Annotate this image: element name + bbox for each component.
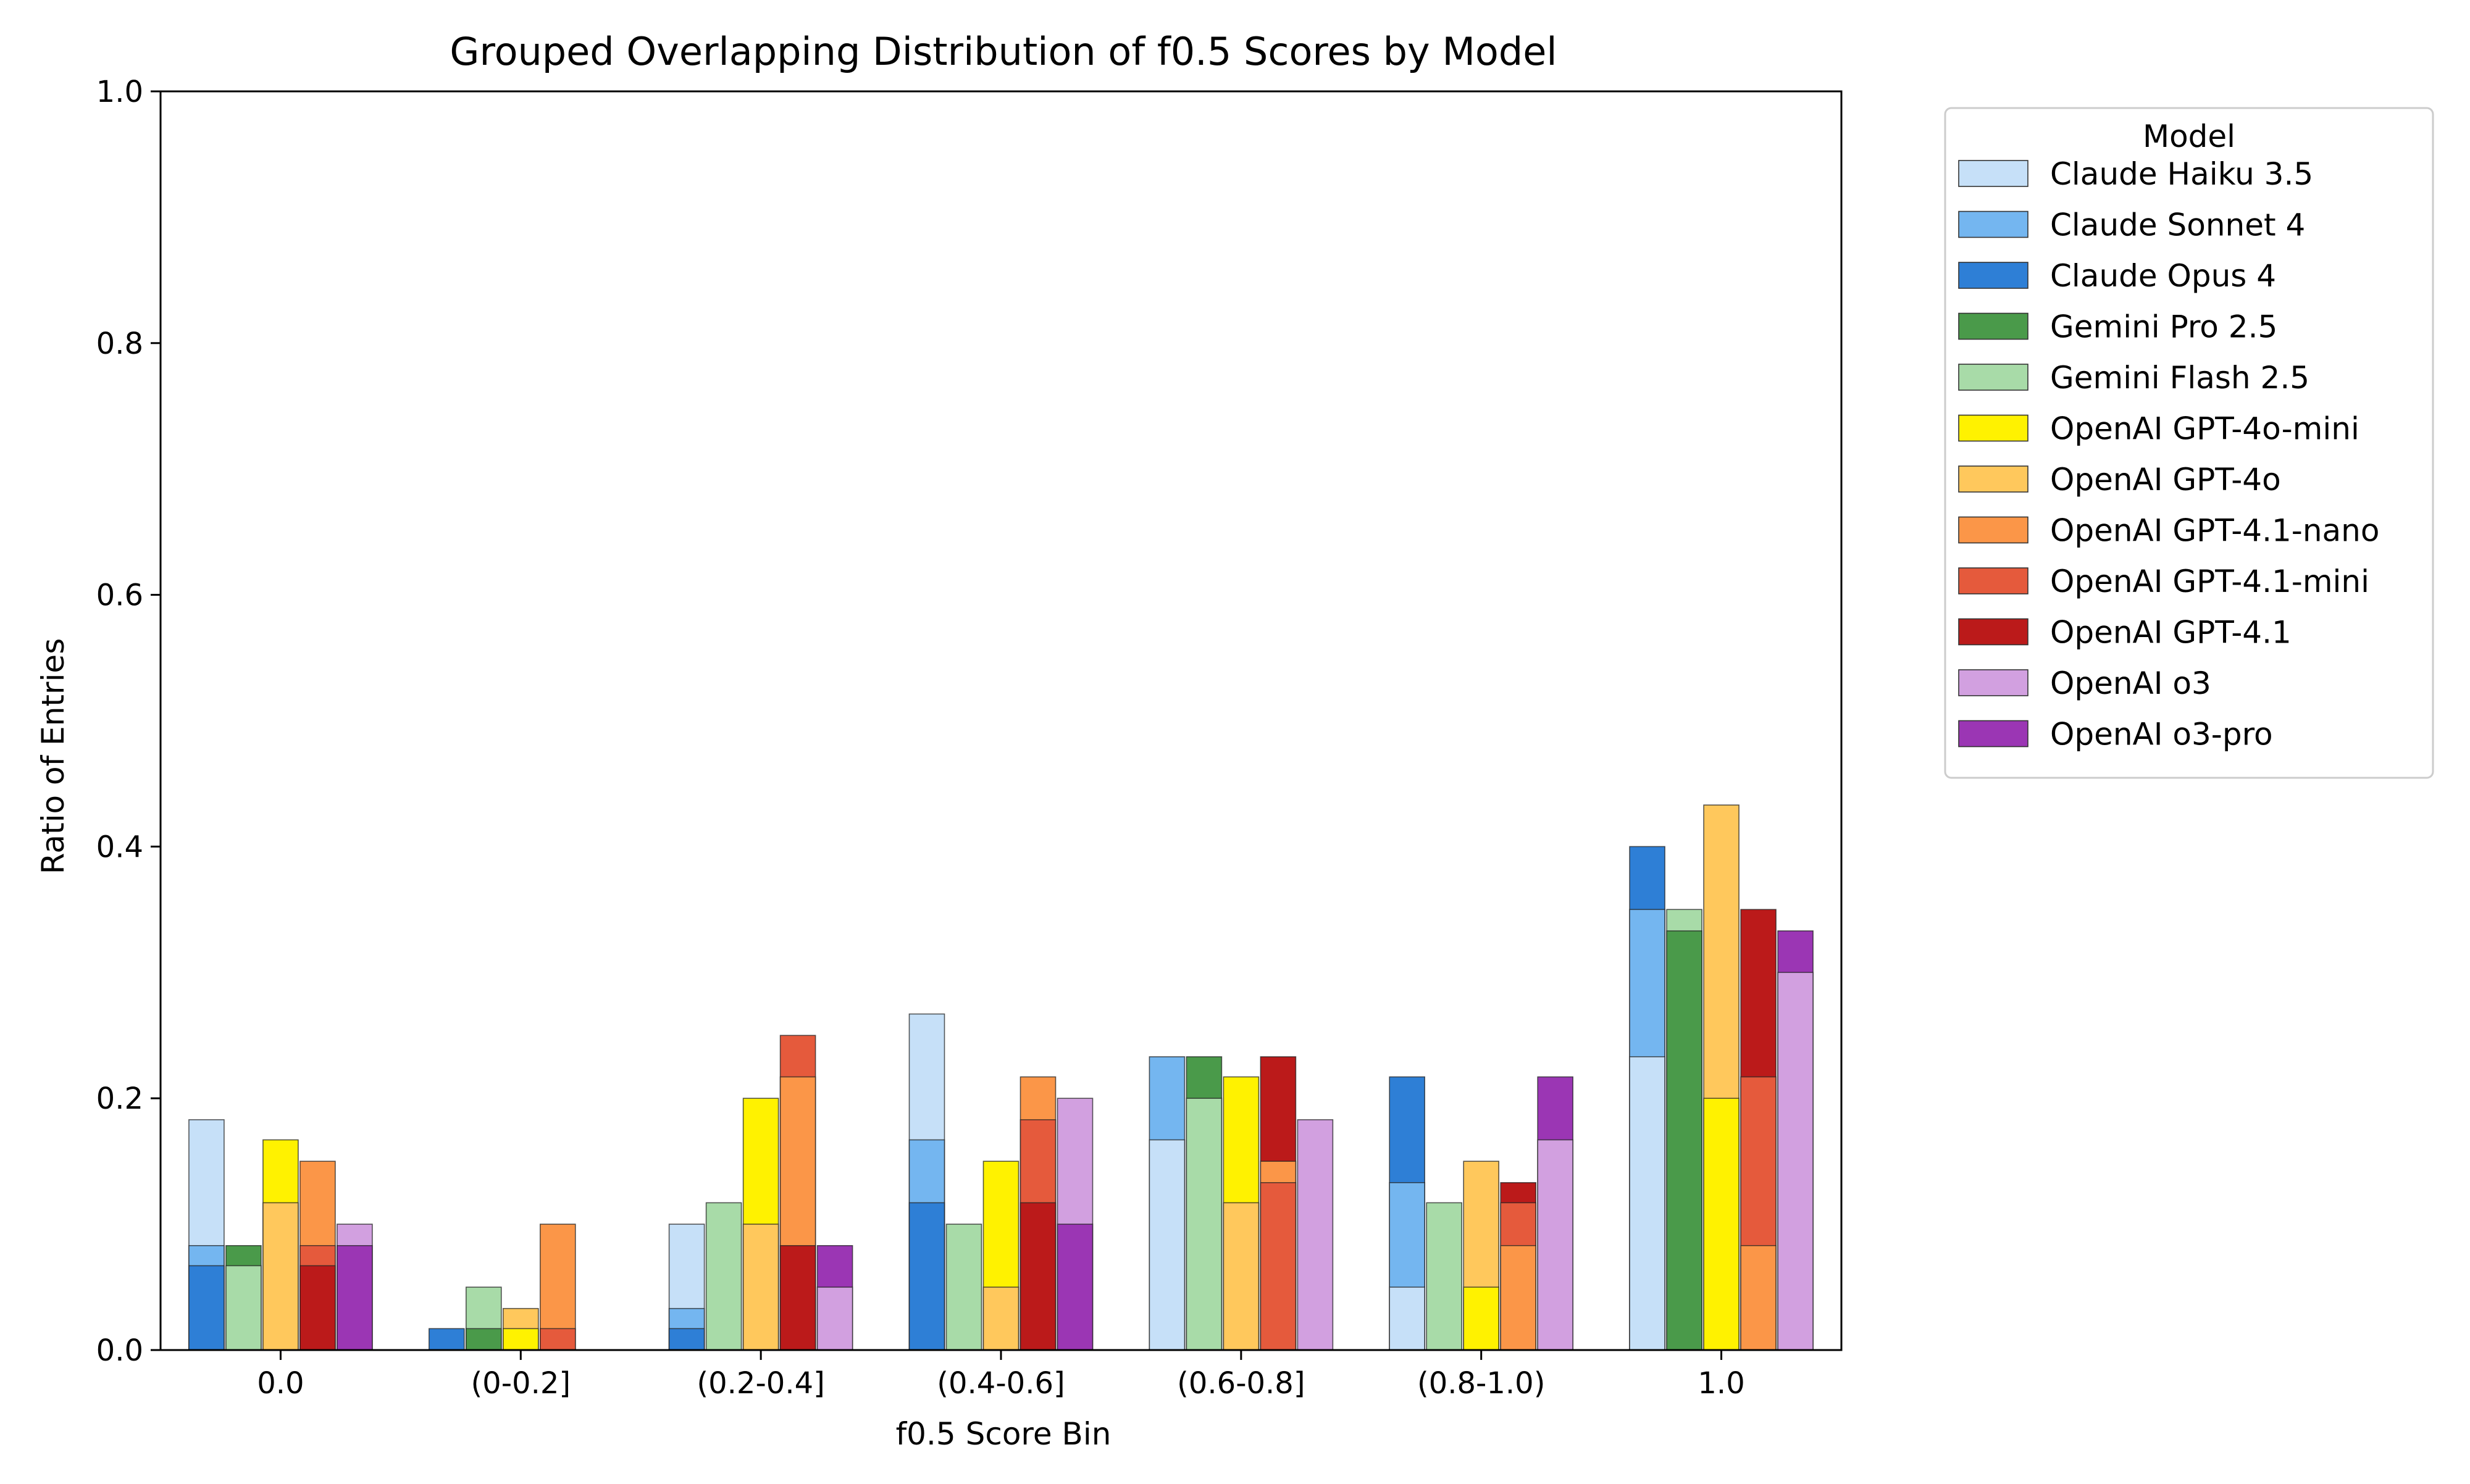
legend-entry: OpenAI GPT-4o-mini — [2050, 411, 2359, 447]
bar-openai-o3-6 — [1777, 972, 1814, 1351]
legend-entry: Gemini Flash 2.5 — [2050, 360, 2309, 396]
legend-entry: Gemini Pro 2.5 — [2050, 309, 2277, 345]
bar-gemini-flash-2-5-5 — [1426, 1202, 1462, 1351]
bar-openai-gpt-4-1-0 — [299, 1265, 336, 1351]
bar-openai-o3-2 — [816, 1286, 853, 1351]
bar-openai-gpt-4o-3 — [982, 1286, 1019, 1351]
bar-openai-gpt-4-1-3 — [1019, 1202, 1057, 1351]
legend-entry: OpenAI GPT-4.1-nano — [2050, 513, 2379, 549]
bar-openai-o3-4 — [1297, 1119, 1334, 1351]
y-tick-label: 0.8 — [96, 327, 143, 361]
legend-swatch — [1958, 211, 2028, 238]
bar-openai-gpt-4-1-mini-1 — [539, 1328, 576, 1351]
bar-openai-gpt-4o-2 — [742, 1223, 779, 1351]
y-tick-label: 0.6 — [96, 578, 143, 613]
x-tick-label: (0.4-0.6] — [937, 1366, 1065, 1401]
legend-swatch — [1958, 720, 2028, 748]
bars-layer — [188, 804, 1814, 1351]
y-tick-label: 1.0 — [96, 75, 143, 109]
y-tick-label: 0.0 — [96, 1333, 143, 1368]
legend-entry: Claude Opus 4 — [2050, 258, 2276, 294]
bar-claude-opus-4-0 — [188, 1265, 225, 1351]
legend-title: Model — [2143, 119, 2235, 154]
legend-swatch — [1958, 160, 2028, 187]
x-tick-label: (0.2-0.4] — [697, 1366, 824, 1401]
y-tick-label: 0.2 — [96, 1082, 143, 1116]
bar-openai-gpt-4-1-mini-4 — [1260, 1182, 1297, 1351]
x-tick-label: 0.0 — [257, 1366, 304, 1401]
bar-openai-o3-pro-3 — [1057, 1223, 1094, 1351]
legend-entry: OpenAI o3-pro — [2050, 717, 2273, 752]
bar-openai-gpt-4-1-nano-6 — [1740, 1245, 1777, 1351]
y-axis-label: Ratio of Entries — [35, 638, 71, 875]
bar-claude-opus-4-2 — [668, 1328, 705, 1351]
bar-gemini-pro-2-5-6 — [1666, 930, 1702, 1351]
bar-gemini-flash-2-5-2 — [705, 1202, 742, 1351]
legend-swatch — [1958, 312, 2028, 340]
bar-claude-opus-4-1 — [428, 1328, 465, 1351]
legend-swatch — [1958, 567, 2028, 594]
bar-openai-gpt-4o-mini-1 — [502, 1328, 539, 1351]
bar-openai-o3-5 — [1537, 1139, 1573, 1351]
bar-claude-haiku-3-5-5 — [1389, 1286, 1425, 1351]
chart-title: Grouped Overlapping Distribution of f0.5… — [450, 29, 1557, 74]
legend-swatch — [1958, 414, 2028, 442]
legend-swatch — [1958, 364, 2028, 391]
x-tick-label: 1.0 — [1698, 1366, 1744, 1401]
legend-entry: OpenAI GPT-4.1 — [2050, 615, 2292, 651]
bar-gemini-flash-2-5-3 — [945, 1223, 982, 1351]
bar-openai-gpt-4o-mini-6 — [1703, 1098, 1739, 1351]
bar-openai-gpt-4o-0 — [262, 1202, 299, 1351]
legend-entry: OpenAI o3 — [2050, 665, 2211, 701]
y-tick-label: 0.4 — [96, 830, 143, 864]
bar-claude-haiku-3-5-6 — [1629, 1056, 1665, 1351]
bar-claude-opus-4-3 — [908, 1202, 945, 1351]
legend-swatch — [1958, 669, 2028, 696]
bar-gemini-pro-2-5-1 — [465, 1328, 502, 1351]
legend-entry: OpenAI GPT-4.1-mini — [2050, 564, 2369, 599]
legend-swatch — [1958, 262, 2028, 289]
legend-box — [1944, 107, 2434, 779]
x-tick-label: (0-0.2] — [471, 1366, 571, 1401]
x-tick-label: (0.6-0.8] — [1177, 1366, 1305, 1401]
legend-swatch — [1958, 516, 2028, 544]
bar-gemini-flash-2-5-0 — [225, 1265, 262, 1351]
bar-openai-gpt-4-1-2 — [779, 1245, 816, 1351]
axes-layer: 0.0 0.2 0.4 0.6 0.8 1.0 0.0 (0-0.2] (0.2-0.4] (0.… — [96, 75, 1843, 1401]
bar-openai-o3-pro-0 — [337, 1245, 373, 1351]
legend-entry: Claude Haiku 3.5 — [2050, 156, 2313, 192]
bar-openai-gpt-4o-mini-5 — [1463, 1286, 1499, 1351]
bar-openai-gpt-4-1-nano-5 — [1500, 1245, 1536, 1351]
legend-entry: Claude Sonnet 4 — [2050, 207, 2305, 243]
x-axis-label: f0.5 Score Bin — [896, 1416, 1112, 1452]
legend-swatch — [1958, 465, 2028, 493]
legend-swatch — [1958, 618, 2028, 646]
bar-gemini-flash-2-5-4 — [1186, 1098, 1223, 1351]
legend-entry: OpenAI GPT-4o — [2050, 462, 2281, 498]
bar-claude-haiku-3-5-4 — [1149, 1139, 1186, 1351]
x-tick-label: (0.8-1.0) — [1417, 1366, 1545, 1401]
bar-openai-gpt-4o-4 — [1223, 1202, 1260, 1351]
